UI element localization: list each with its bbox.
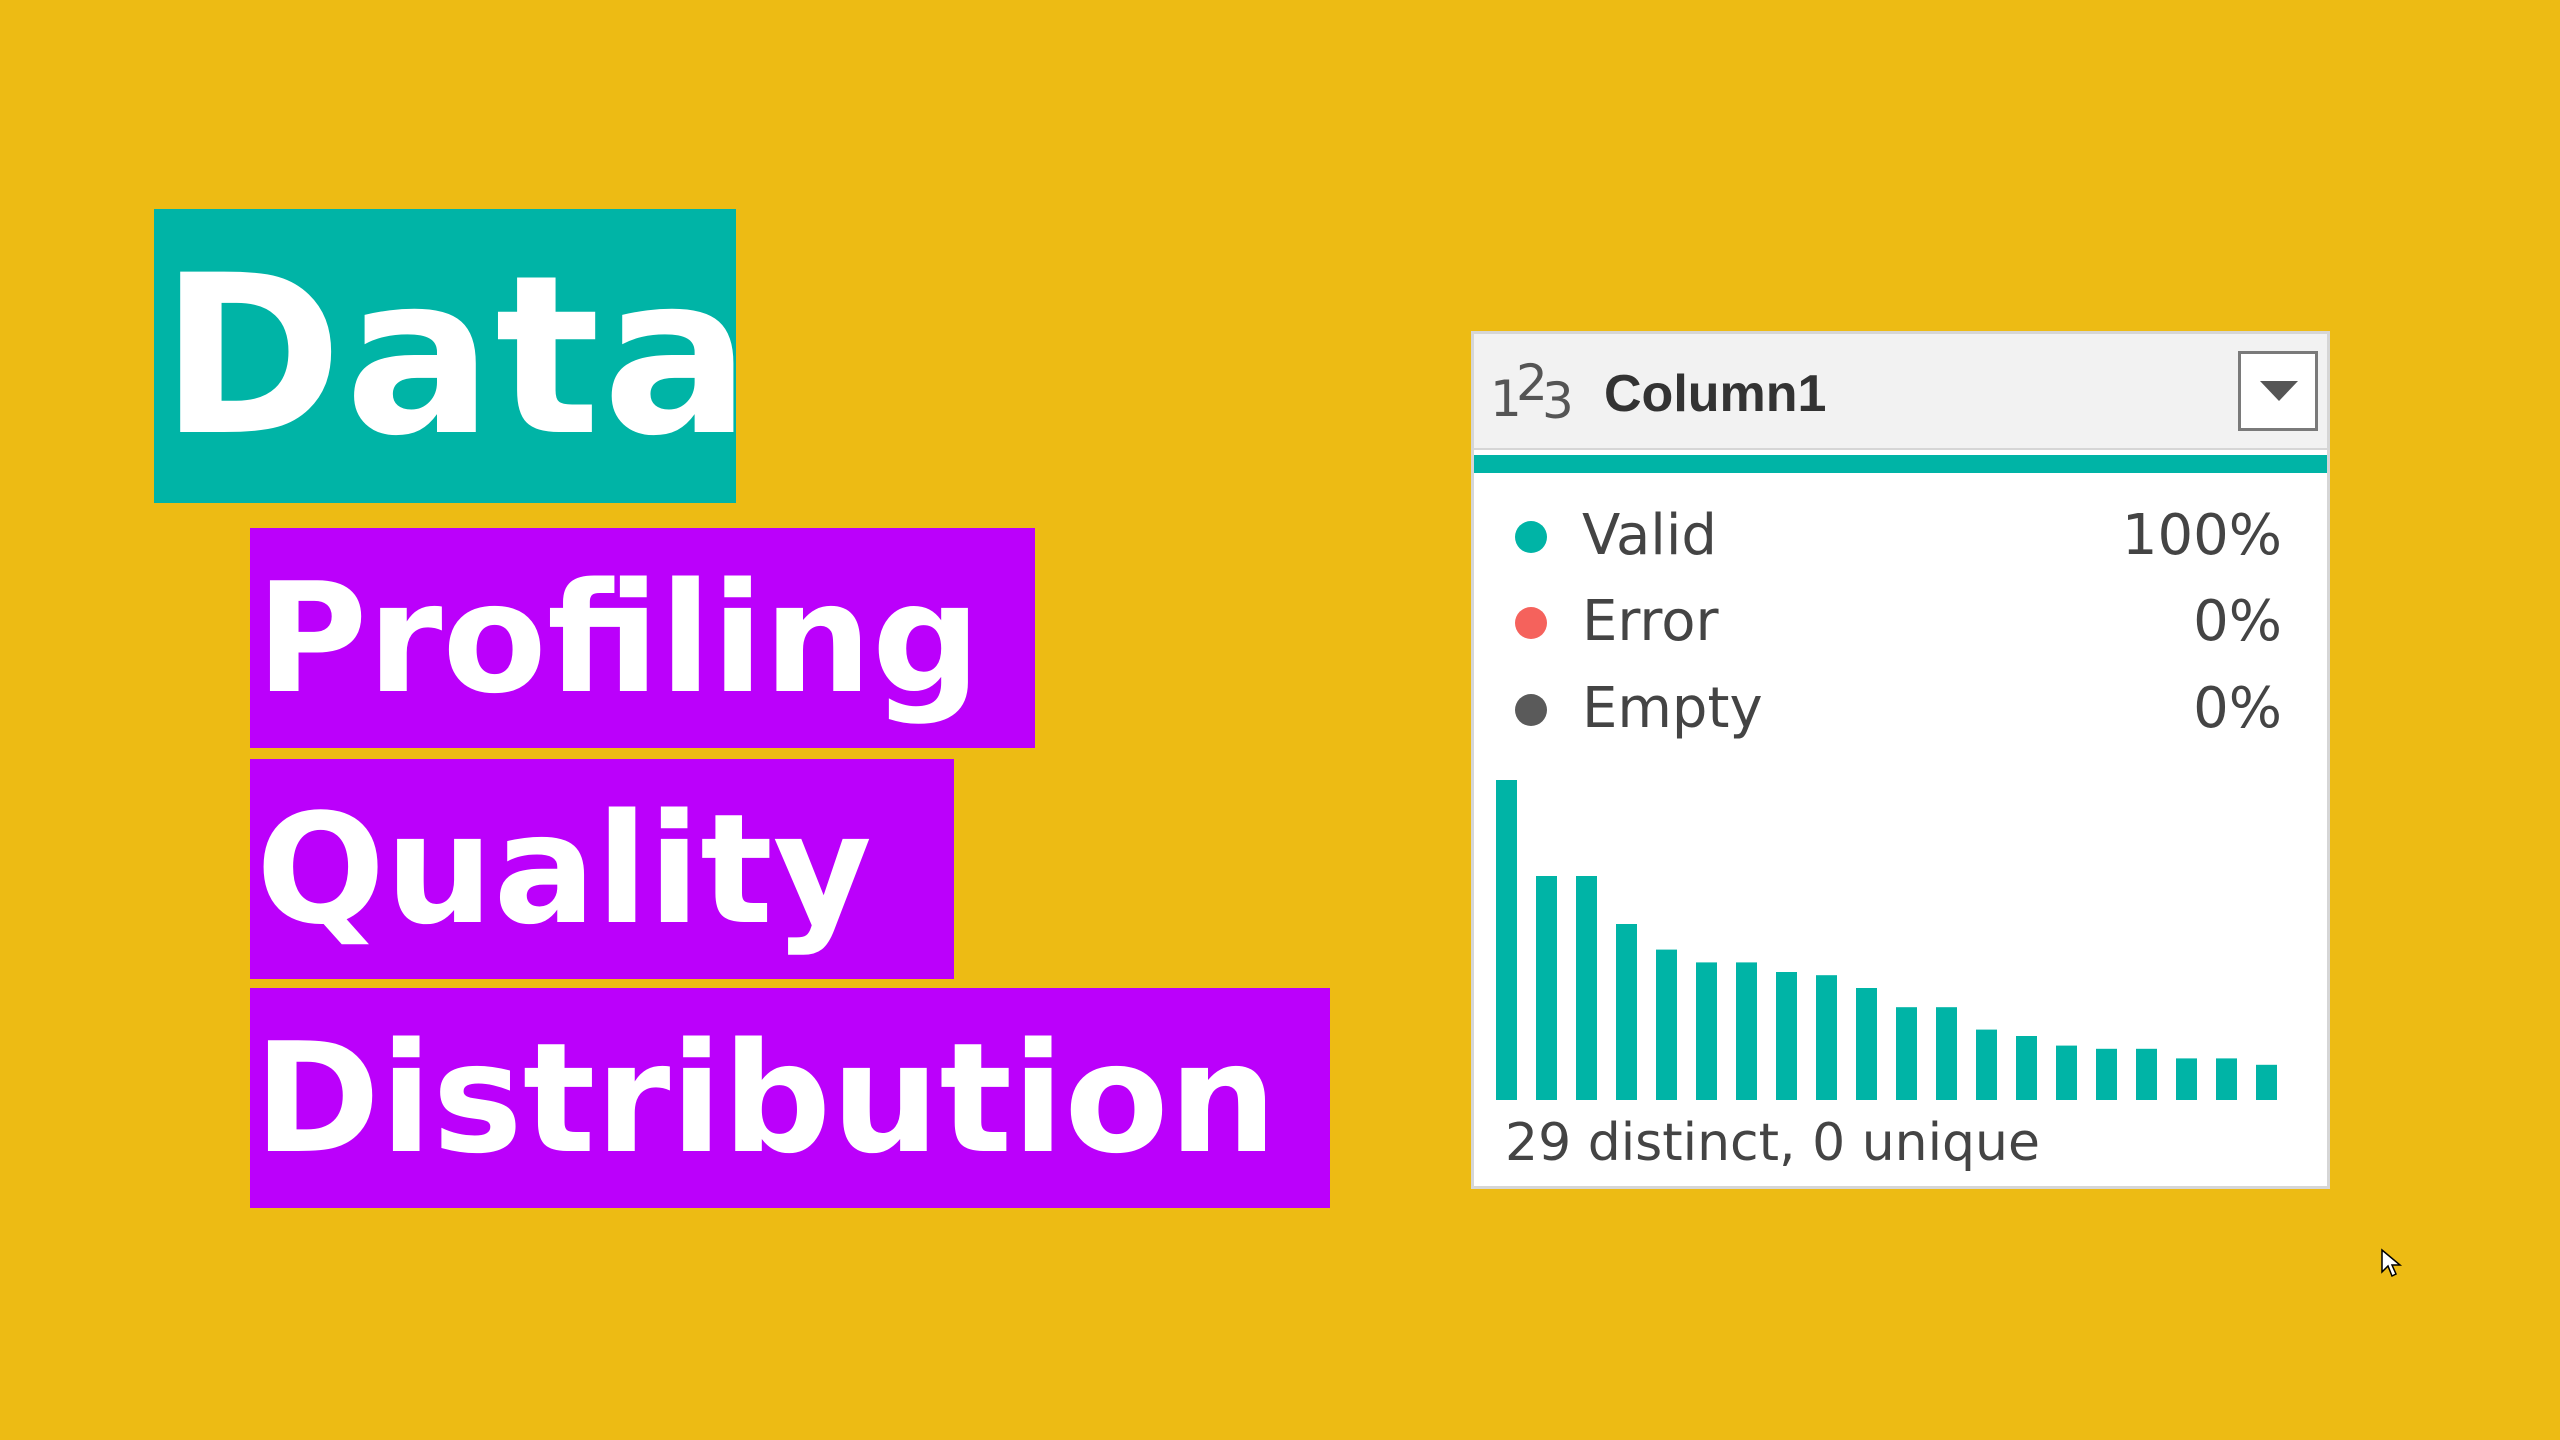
title-quality-text: Quality — [256, 780, 872, 958]
title-data-text: Data — [160, 228, 753, 484]
title-profiling: Profiling — [250, 528, 1035, 748]
distribution-bar[interactable] — [2216, 1058, 2237, 1100]
type-digit-3: 3 — [1542, 372, 1574, 430]
distribution-bar[interactable] — [2256, 1064, 2277, 1100]
number-type-icon[interactable]: 1 2 3 — [1490, 354, 1574, 430]
distribution-bar[interactable] — [2056, 1045, 2077, 1100]
distribution-bar[interactable] — [2176, 1058, 2197, 1100]
distribution-bar[interactable] — [1976, 1029, 1997, 1100]
stat-row-error: Error 0% — [1471, 581, 2324, 661]
title-profiling-text: Profiling — [256, 549, 981, 727]
distribution-bar[interactable] — [1776, 972, 1797, 1100]
column-name: Column1 — [1604, 365, 1827, 423]
stat-row-valid: Valid 100% — [1471, 495, 2324, 575]
chevron-down-icon — [2260, 381, 2298, 401]
stat-value: 0% — [2193, 589, 2282, 654]
type-digit-1: 1 — [1490, 370, 1522, 428]
stat-value: 100% — [2121, 503, 2282, 568]
title-distribution-text: Distribution — [254, 1009, 1277, 1187]
distribution-bar[interactable] — [1856, 988, 1877, 1100]
distribution-chart[interactable] — [1494, 770, 2294, 1100]
distribution-bar[interactable] — [1496, 780, 1517, 1100]
title-data: Data — [154, 209, 751, 503]
distribution-bar[interactable] — [2096, 1048, 2117, 1100]
title-distribution: Distribution — [250, 988, 1330, 1208]
valid-dot-icon — [1515, 521, 1547, 553]
distribution-bar[interactable] — [1736, 962, 1757, 1100]
column-header[interactable]: 1 2 3 Column1 — [1474, 334, 2327, 450]
stat-row-empty: Empty 0% — [1471, 668, 2324, 748]
distribution-bar[interactable] — [1936, 1007, 1957, 1100]
distribution-summary: 29 distinct, 0 unique — [1505, 1113, 2041, 1173]
distribution-bar[interactable] — [2016, 1036, 2037, 1100]
distribution-bar[interactable] — [1816, 975, 1837, 1100]
distribution-bar[interactable] — [1576, 876, 1597, 1100]
stat-label: Empty — [1582, 676, 1763, 741]
stat-label: Valid — [1582, 503, 1717, 568]
error-dot-icon — [1515, 607, 1547, 639]
distribution-bar[interactable] — [1616, 924, 1637, 1100]
distribution-bar[interactable] — [1656, 949, 1677, 1100]
distribution-bar[interactable] — [2136, 1048, 2157, 1100]
title-quality: Quality — [250, 759, 954, 979]
stat-label: Error — [1582, 589, 1719, 654]
empty-dot-icon — [1515, 694, 1547, 726]
column-quality-bar — [1474, 455, 2327, 473]
distribution-bar[interactable] — [1536, 876, 1557, 1100]
distribution-bar[interactable] — [1696, 962, 1717, 1100]
distribution-bar[interactable] — [1896, 1007, 1917, 1100]
stat-value: 0% — [2193, 676, 2282, 741]
column-dropdown-button[interactable] — [2238, 351, 2318, 431]
mouse-cursor-icon — [2381, 1248, 2403, 1278]
type-digit-2: 2 — [1516, 354, 1548, 412]
